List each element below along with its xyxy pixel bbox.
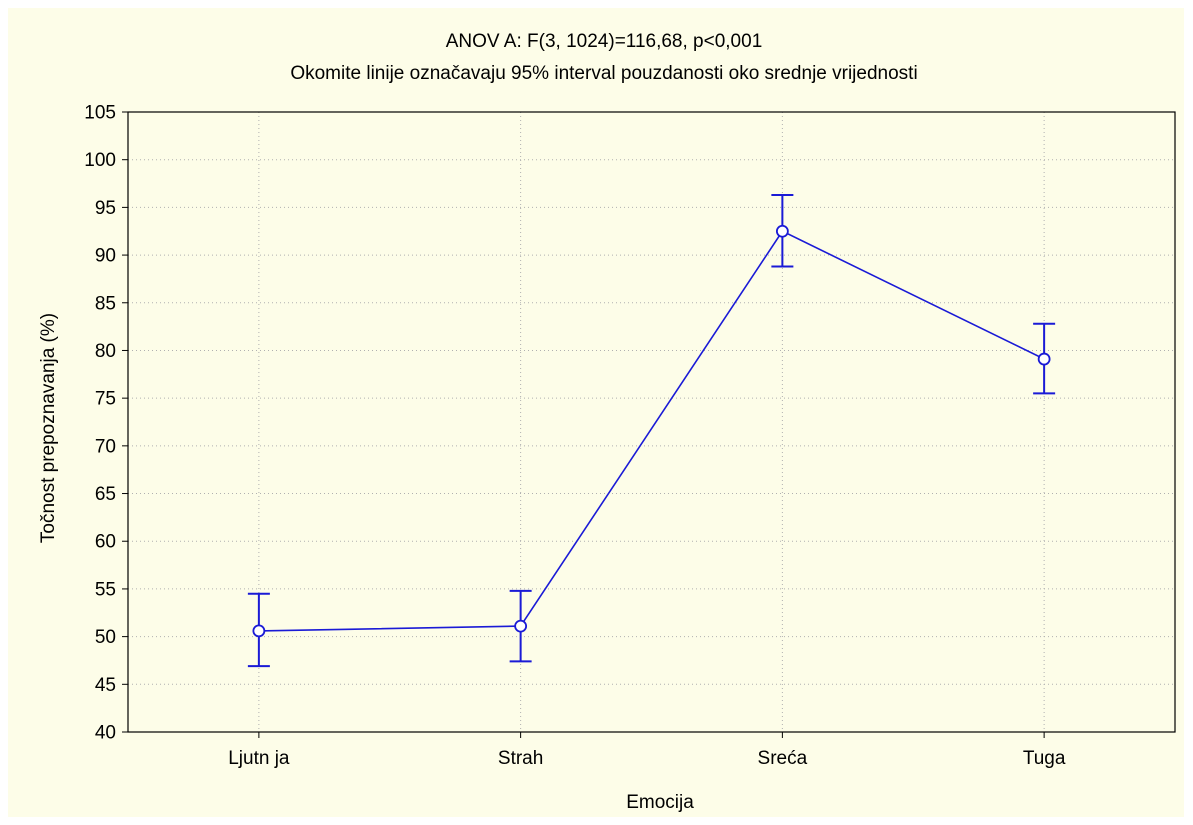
y-tick-labels: 40 45 50 55 60 65 70 75 80 85 90 95 100 105 [84,103,116,744]
plot-area-border [127,111,1176,733]
x-tick-label: Ljutn ja [228,748,290,769]
y-tick-label: 85 [95,293,116,314]
x-tick-label: Sreća [758,748,808,769]
series-line [258,230,1045,632]
y-tick-label: 40 [95,723,116,744]
y-tick-label: 95 [95,198,116,219]
x-tick-labels: Ljutn ja Strah Sreća Tuga [228,748,1066,769]
y-tick-label: 75 [95,389,116,410]
data-point [252,624,266,638]
chart-subtitle: Okomite linije označavaju 95% interval p… [290,63,917,84]
chart-title: ANOV A: F(3, 1024)=116,68, p<0,001 [446,31,763,52]
data-point [514,619,528,633]
y-axis-label: Točnost prepoznavanja (%) [38,313,59,543]
data-points [252,224,1051,638]
y-tick-label: 45 [95,675,116,696]
chart-frame: ANOV A: F(3, 1024)=116,68, p<0,001 Okomi… [8,8,1184,817]
y-tick-label: 55 [95,579,116,600]
y-tick-label: 60 [95,532,116,553]
data-point [775,224,789,238]
y-tick-label: 100 [84,150,116,171]
y-tick-label: 50 [95,627,116,648]
x-tick-label: Tuga [1023,748,1066,769]
y-tick-label: 80 [95,341,116,362]
axes [122,111,1176,738]
chart: ANOV A: F(3, 1024)=116,68, p<0,001 Okomi… [38,31,1176,813]
error-bars [247,193,1056,668]
x-axis-label: Emocija [626,792,694,813]
data-point [1037,352,1051,366]
y-tick-label: 105 [84,103,116,124]
y-tick-label: 65 [95,484,116,505]
series-lines [258,230,1045,632]
y-tick-label: 90 [95,246,116,267]
x-tick-label: Strah [498,748,543,769]
y-tick-label: 70 [95,436,116,457]
grid [128,112,1175,732]
